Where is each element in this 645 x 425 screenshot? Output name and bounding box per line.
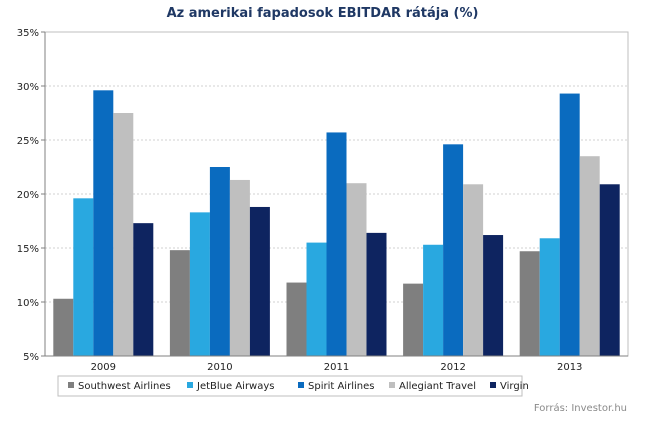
bar — [559, 93, 580, 356]
bar — [423, 244, 444, 356]
y-tick-label: 35% — [17, 28, 39, 39]
source-note: Forrás: Investor.hu — [533, 403, 627, 414]
x-tick-label: 2009 — [91, 362, 116, 373]
y-tick-label: 15% — [17, 244, 39, 255]
chart-title: Az amerikai fapadosok EBITDAR rátája (%) — [166, 6, 479, 21]
bar — [133, 223, 154, 356]
bar — [229, 179, 250, 356]
x-tick-label: 2012 — [440, 362, 465, 373]
y-tick-label: 5% — [23, 352, 39, 363]
bar — [189, 212, 210, 356]
x-tick-label: 2010 — [207, 362, 232, 373]
legend: Southwest Airlines JetBlue Airways Spirit … — [57, 375, 529, 397]
bar — [403, 283, 424, 356]
legend-label: Virgin — [500, 381, 529, 392]
legend-swatch — [68, 382, 74, 388]
bar — [113, 113, 134, 356]
x-axis-ticks: 2009 2010 2011 2012 2013 — [91, 362, 583, 373]
bar — [169, 250, 190, 356]
legend-label: Spirit Airlines — [308, 381, 374, 392]
bar — [519, 251, 540, 356]
bar — [579, 156, 600, 356]
bar — [366, 232, 387, 356]
legend-swatch — [298, 382, 304, 388]
legend-swatch — [389, 382, 395, 388]
bar — [249, 206, 270, 356]
x-tick-label: 2011 — [324, 362, 349, 373]
y-tick-label: 30% — [17, 82, 39, 93]
y-tick-label: 20% — [17, 190, 39, 201]
bar — [306, 242, 327, 356]
bar — [463, 184, 484, 356]
y-tick-label: 25% — [17, 136, 39, 147]
bar — [93, 90, 114, 356]
legend-swatch — [187, 382, 193, 388]
bar — [539, 238, 560, 356]
bar — [599, 184, 620, 356]
bar — [483, 235, 504, 356]
bars — [53, 90, 620, 356]
legend-label: JetBlue Airways — [196, 381, 275, 392]
axes — [44, 32, 628, 357]
bar — [443, 144, 464, 356]
bar — [73, 198, 94, 356]
x-tick-label: 2013 — [557, 362, 582, 373]
legend-box — [57, 375, 523, 397]
legend-swatch — [490, 382, 496, 388]
bar — [286, 282, 307, 356]
y-axis-ticks: 5% 10% 15% 20% 25% 30% 35% — [17, 28, 45, 363]
bar — [53, 298, 74, 356]
legend-label: Allegiant Travel — [399, 381, 476, 392]
legend-label: Southwest Airlines — [78, 381, 171, 392]
bar — [209, 167, 230, 356]
bar — [346, 183, 367, 356]
bar — [326, 132, 347, 356]
y-tick-label: 10% — [17, 298, 39, 309]
